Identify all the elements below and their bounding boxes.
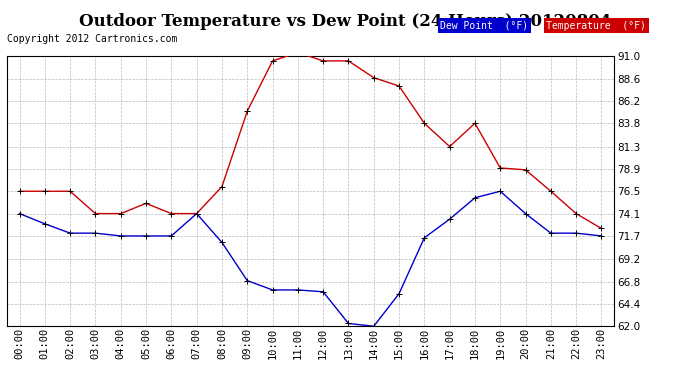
Text: Outdoor Temperature vs Dew Point (24 Hours) 20120804: Outdoor Temperature vs Dew Point (24 Hou… <box>79 13 611 30</box>
Text: Copyright 2012 Cartronics.com: Copyright 2012 Cartronics.com <box>7 34 177 44</box>
Text: Temperature  (°F): Temperature (°F) <box>546 21 647 31</box>
Text: Dew Point  (°F): Dew Point (°F) <box>440 21 529 31</box>
